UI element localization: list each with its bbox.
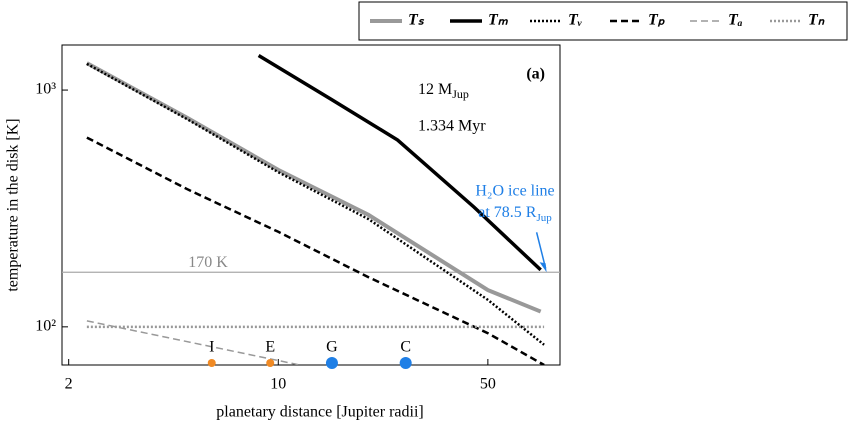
legend-box bbox=[358, 1, 848, 41]
moon-label: G bbox=[326, 339, 338, 356]
moon-label: E bbox=[265, 339, 275, 356]
legend-label: Tₙ bbox=[808, 12, 825, 29]
moon-marker bbox=[207, 359, 216, 367]
reference-label: 170 K bbox=[188, 254, 228, 271]
ice-line-arrow bbox=[535, 232, 547, 269]
moon-label: I bbox=[209, 339, 214, 356]
y-axis-label: temperature in the disk [K] bbox=[5, 118, 22, 291]
panel-label: (a) bbox=[526, 66, 545, 83]
ice-line-sub: Jup bbox=[536, 212, 552, 224]
moon-marker bbox=[266, 359, 275, 367]
ice-line-arrowhead bbox=[539, 262, 547, 273]
time-label: 1.334 Myr bbox=[418, 118, 486, 135]
x-tick-label: 50 bbox=[480, 376, 496, 393]
legend-label: Tₛ bbox=[408, 12, 425, 29]
ice-line-label: H₂O ice line bbox=[475, 183, 554, 200]
series-line bbox=[257, 53, 542, 272]
series-group bbox=[85, 53, 545, 365]
ice-line-label: at 78.5 RJup bbox=[478, 204, 552, 224]
legend-label: Tₘ bbox=[488, 12, 509, 29]
x-tick-label: 10 bbox=[270, 376, 286, 393]
x-tick-label: 2 bbox=[65, 376, 73, 393]
x-axis-label: planetary distance [Jupiter radii] bbox=[216, 404, 423, 421]
legend-label: Tₚ bbox=[648, 12, 666, 29]
moon-marker bbox=[325, 357, 338, 369]
moon-marker bbox=[399, 357, 412, 369]
moon-label: C bbox=[400, 339, 411, 356]
mass-sub: Jup bbox=[452, 87, 469, 101]
series-line bbox=[85, 61, 542, 314]
legend-label: Tₐ bbox=[728, 12, 743, 29]
y-tick-label: 10³ bbox=[35, 81, 56, 98]
ice-line-value: at 78.5 R bbox=[478, 204, 537, 221]
series-line bbox=[86, 62, 545, 346]
plot-frame bbox=[61, 44, 561, 366]
mass-label: 12 MJup bbox=[418, 81, 469, 101]
series-line bbox=[86, 136, 545, 365]
mass-text: 12 M bbox=[418, 81, 452, 98]
y-tick-label: 10² bbox=[35, 318, 56, 335]
legend-label: Tᵥ bbox=[568, 12, 582, 29]
series-line bbox=[86, 320, 300, 365]
